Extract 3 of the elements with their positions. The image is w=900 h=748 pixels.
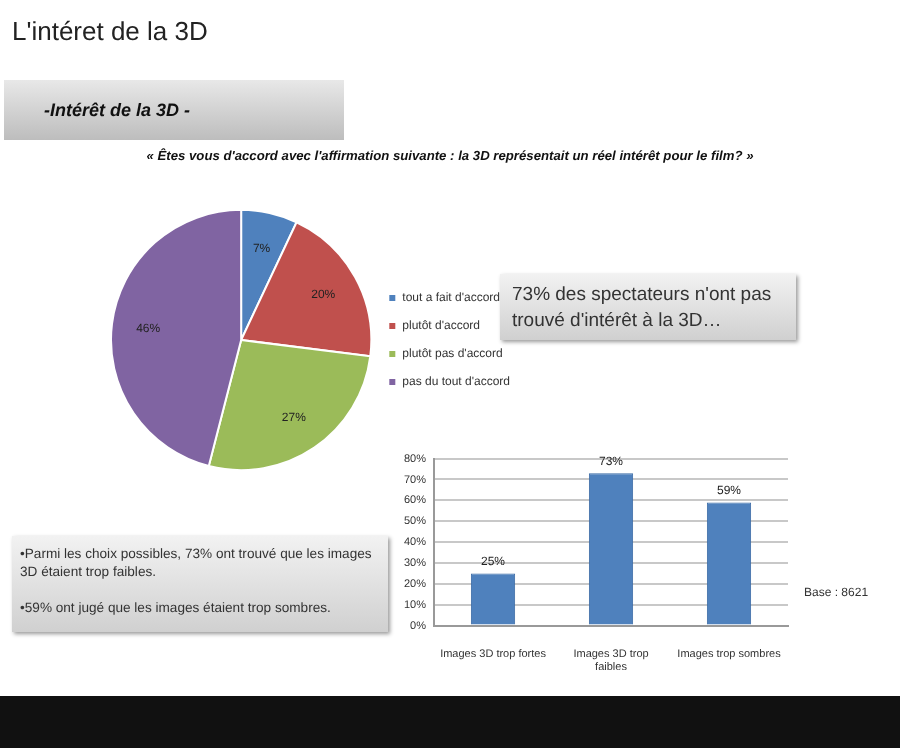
chart-title: L'intéret de la 3D xyxy=(12,16,208,46)
chart-subtitle: -Intérêt de la 3D - xyxy=(4,80,344,140)
text: 73% des spectateurs n'ont pas trouvé d'intérêt à la 3D… xyxy=(500,274,796,340)
